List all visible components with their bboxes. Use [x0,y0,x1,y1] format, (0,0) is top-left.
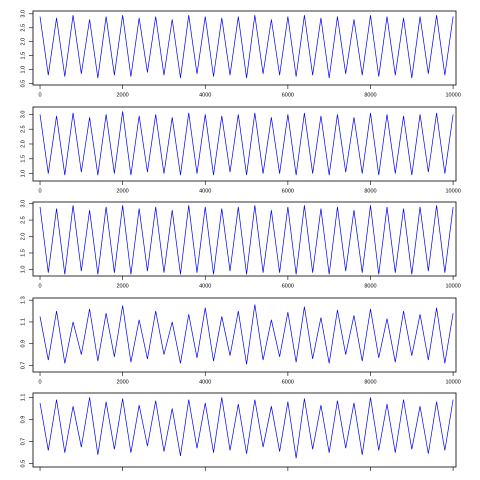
plot-frame [32,10,457,86]
x-tick-label: 2000 [117,379,129,385]
x-tick-label: 8000 [364,379,376,385]
x-tick-label: 4000 [199,379,211,385]
y-tick-label: 1.0 [20,170,26,178]
x-tick-label: 8000 [364,92,376,98]
x-tick-label: 6000 [282,283,294,289]
y-tick-label: 2.0 [20,38,26,46]
trace-line [39,111,454,176]
y-tick-label: 1.5 [20,155,26,163]
x-tick-label: 8000 [364,188,376,194]
x-tick-label: 8000 [364,283,376,289]
trace-line [39,15,454,79]
y-tick-label: 2.0 [20,140,26,148]
trace-line [39,304,454,365]
y-tick-label: 2.0 [20,233,26,241]
y-tick-label: 3.0 [20,200,26,208]
x-tick-label: 2000 [117,283,129,289]
y-tick-label: 1.0 [20,66,26,74]
x-tick-label: 2000 [117,92,129,98]
y-tick-label: 1.1 [20,394,26,402]
y-tick-label: 2.5 [20,125,26,133]
x-tick-label: 0 [38,92,41,98]
y-tick-label: 0.7 [20,362,26,370]
plot-frame [32,106,457,182]
y-tick-label: 2.5 [20,24,26,32]
y-tick-label: 1.1 [20,318,26,326]
plot-frame [32,392,457,468]
y-tick-label: 0.7 [20,438,26,446]
trace-line [39,205,454,275]
y-tick-label: 0.5 [20,80,26,88]
x-tick-label: 6000 [282,92,294,98]
trace-line [39,397,454,459]
y-tick-label: 1.3 [20,296,26,304]
y-tick-label: 1.5 [20,249,26,257]
x-tick-label: 2000 [117,188,129,194]
y-tick-label: 3.0 [20,111,26,119]
x-tick-label: 4000 [199,283,211,289]
x-tick-label: 10000 [445,283,460,289]
x-tick-label: 0 [38,188,41,194]
y-tick-label: 0.9 [20,340,26,348]
plot-frame [32,201,457,277]
y-tick-label: 0.9 [20,416,26,424]
x-tick-label: 6000 [282,188,294,194]
y-tick-label: 1.5 [20,52,26,60]
x-tick-label: 0 [38,283,41,289]
y-tick-label: 0.5 [20,460,26,468]
x-tick-label: 10000 [445,188,460,194]
x-tick-label: 4000 [199,188,211,194]
y-tick-label: 1.0 [20,266,26,274]
x-tick-label: 10000 [445,92,460,98]
x-tick-label: 10000 [445,379,460,385]
x-tick-label: 0 [38,379,41,385]
y-tick-label: 2.5 [20,216,26,224]
y-tick-label: 3.0 [20,10,26,18]
x-tick-label: 4000 [199,92,211,98]
plot-frame [32,297,457,373]
x-tick-label: 6000 [282,379,294,385]
